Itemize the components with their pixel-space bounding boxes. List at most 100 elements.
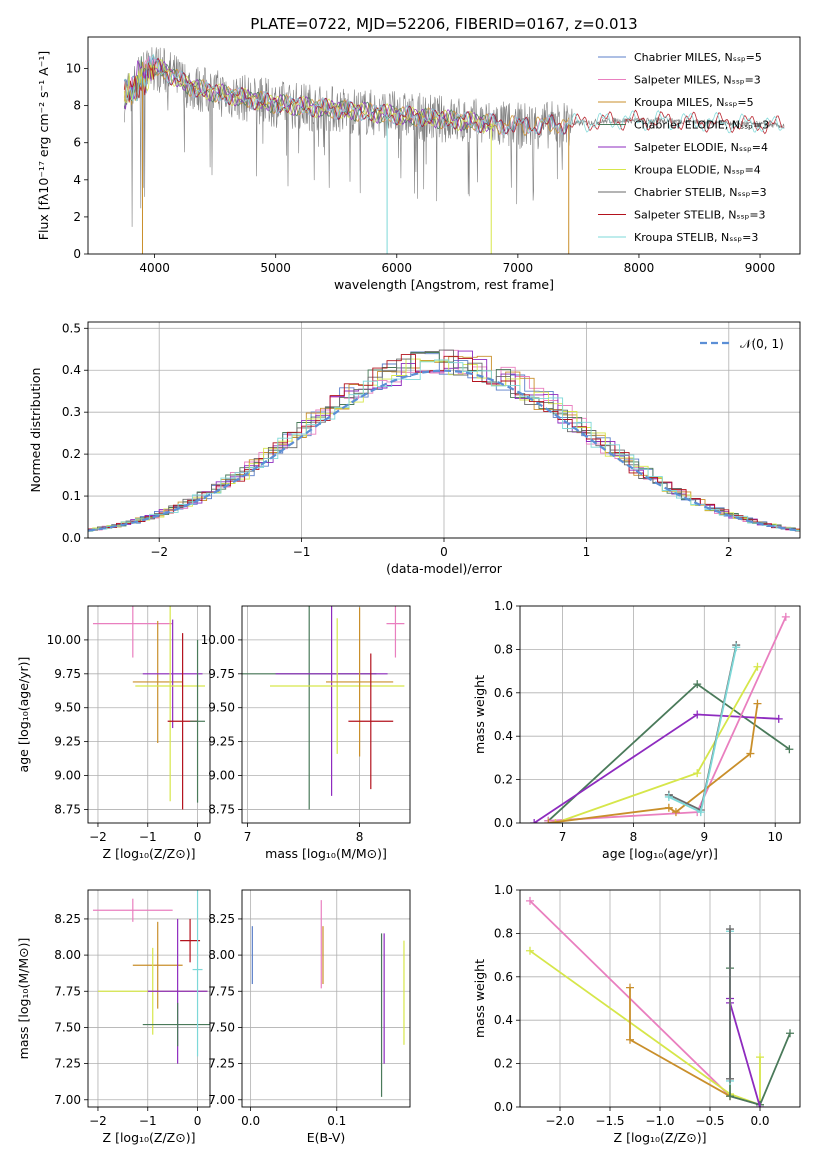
y-tick-label: 0.4 [494,1013,513,1027]
salpeter-elodie-series-line [533,713,779,823]
y-tick-label: 9.00 [54,769,81,783]
x-axis-label: Z [log₁₀(Z/Z⊙)] [103,846,196,861]
x-tick-label: 9 [700,830,708,844]
y-tick-label: 1.0 [494,599,513,613]
data-point [693,769,702,778]
legend-label: Kroupa ELODIE, Nₛₛₚ=4 [634,164,761,177]
data-point [732,643,741,652]
salpeter-miles-series-line [529,900,761,1106]
x-tick-label: 0.1 [327,1114,346,1128]
y-tick-label: 0.4 [62,363,81,377]
y-tick-label: 6 [73,136,81,150]
data-point [664,792,673,801]
residuals-legend: 𝒩(0, 1) [700,337,784,351]
residuals-frame [87,321,801,539]
mass-weight-vs-Z-frame [519,889,801,1108]
y-tick-label: 7.00 [208,1093,235,1107]
y-tick-label: 0.0 [494,1100,513,1114]
mass-vs-Z-frame [87,889,211,1108]
y-axis-label: mass weight [472,675,487,754]
y-axis-label: mass weight [472,959,487,1038]
y-tick-label: 2 [73,210,81,224]
mass-vs-ebv-frame [241,889,411,1108]
data-point [530,819,539,823]
age-vs-Z-axes: −2 −1 0 8.75 9.00 9.25 9.50 9.75 10.00 Z [log₁₀(Z… [16,606,210,861]
data-point [726,925,734,934]
y-axis-label: mass [log₁₀(M/M⊙)] [16,938,31,1060]
x-tick-label: −1.0 [645,1114,674,1128]
y-tick-label: 0.0 [62,531,81,545]
data-point [756,1103,764,1107]
x-axis-label: E(B-V) [307,1130,346,1145]
age-vs-mass-points [242,606,405,810]
y-tick-label: 9.00 [208,769,235,783]
y-tick-label: 0.6 [494,686,513,700]
kroupa-elodie-model-line [123,59,494,134]
page-title: PLATE=0722, MJD=52206, FIBERID=0167, z=0… [250,15,637,33]
y-tick-label: 7.50 [208,1020,235,1034]
y-tick-label: 0.3 [62,405,81,419]
x-tick-label: 10 [768,830,783,844]
kroupa-stelib-histogram [88,359,800,532]
spectrum-lines [123,47,785,254]
mass-weight-vs-age-axes: 7 8 9 10 0.0 0.2 0.4 0.6 0.8 1.0 age [log₁₀(age/yr… [472,599,800,861]
salpeter-stelib-histogram [88,354,800,533]
y-tick-label: 0.2 [494,773,513,787]
x-axis-label: mass [log₁₀(M/M⊙)] [265,846,387,861]
data-point [526,946,534,955]
spectrum-legend: Chabrier MILES, Nₛₛₚ=5 Salpeter MILES, Nₛ… [598,51,769,244]
y-tick-label: 7.25 [54,1057,81,1071]
y-tick-label: 8.25 [54,912,81,926]
y-tick-label: 8.25 [208,912,235,926]
x-tick-label: 1 [583,545,591,559]
age-vs-mass-axes: 7 8 8.75 9.00 9.25 9.50 9.75 10.00 mass [log₁₀(M… [201,606,410,861]
y-tick-label: 10.00 [201,633,235,647]
data-point [774,714,783,723]
age-vs-Z-points [92,606,206,810]
y-axis-label: age [log₁₀(age/yr)] [16,657,31,773]
x-axis-label: Z [log₁₀(Z/Z⊙)] [103,1130,196,1145]
kroupa-miles-series-line [629,987,731,1097]
y-tick-label: 0.8 [494,926,513,940]
legend-label: Chabrier ELODIE, Nₛₛₚ=3 [634,119,769,132]
data-point [753,662,762,671]
data-point [726,1074,734,1083]
age-vs-Z-frame [87,605,211,824]
legend-label: Chabrier STELIB, Nₛₛₚ=3 [634,186,767,199]
chabrier-miles-model-line [123,55,569,136]
mass-weight-vs-age-frame [519,605,801,824]
spectrum-axes: 4000 5000 6000 7000 8000 9000 0 2 4 6 8 10 wavelengt… [36,51,775,292]
y-tick-label: 0 [73,247,81,261]
y-tick-label: 0.8 [494,642,513,656]
histogram-lines [88,349,800,533]
x-tick-label: −2.0 [545,1114,574,1128]
y-tick-label: 9.25 [54,735,81,749]
x-tick-label: −1 [293,545,311,559]
mass-weight-vs-Z-series [526,896,794,1107]
y-tick-label: 0.5 [62,321,81,335]
y-tick-label: 8.00 [208,948,235,962]
x-tick-label: −2 [89,1114,107,1128]
normal-curve [88,369,800,532]
x-tick-label: −1 [139,830,157,844]
kroupa-stelib-model-line [124,53,785,136]
y-tick-label: 8.75 [208,802,235,816]
x-axis-label: age [log₁₀(age/yr)] [602,846,718,861]
chabrier-elodie-model-line [123,56,494,131]
x-axis-label: wavelength [Angstrom, rest frame] [334,277,554,292]
y-tick-label: 0.4 [494,729,513,743]
y-axis-label: Normed distribution [28,368,43,493]
mass-weight-vs-age-series [530,612,794,823]
salpeter-elodie-model-line [123,60,494,133]
data-point [781,612,790,621]
x-tick-label: 6000 [382,261,413,275]
y-tick-label: 9.50 [54,701,81,715]
mass-weight-vs-Z-axes: −2.0 −1.5 −1.0 −0.5 0.0 0.0 0.2 0.4 0.6 0.8 1.0 Z [… [472,883,800,1145]
legend-label: Salpeter ELODIE, Nₛₛₚ=4 [634,141,768,154]
x-axis-label: (data-model)/error [386,561,503,576]
chabrier-stelib-histogram [88,349,800,532]
residuals-axes: −2 −1 0 1 2 0.0 0.1 0.2 0.3 0.4 0.5 (data-model)/er… [28,321,800,576]
y-tick-label: 4 [73,173,81,187]
x-tick-label: 8 [356,830,364,844]
